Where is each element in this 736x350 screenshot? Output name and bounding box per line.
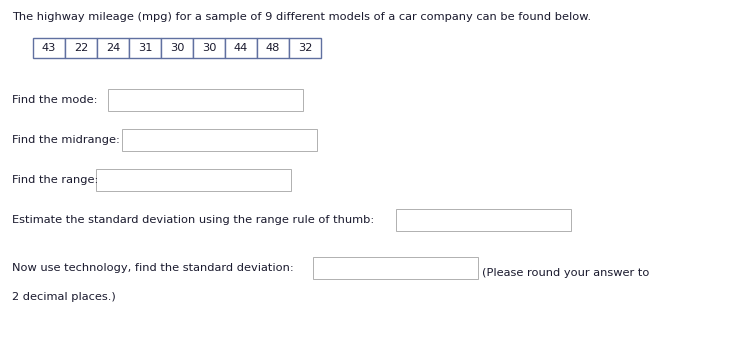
Text: 48: 48 bbox=[266, 43, 280, 53]
Text: 24: 24 bbox=[106, 43, 120, 53]
Text: 2 decimal places.): 2 decimal places.) bbox=[12, 292, 116, 302]
Bar bbox=[193, 38, 225, 58]
Bar bbox=[97, 38, 129, 58]
Bar bbox=[313, 257, 478, 279]
Text: 30: 30 bbox=[202, 43, 216, 53]
Bar bbox=[289, 38, 321, 58]
Text: Find the midrange:: Find the midrange: bbox=[12, 135, 120, 145]
Text: Find the mode:: Find the mode: bbox=[12, 95, 97, 105]
Bar bbox=[122, 129, 317, 151]
Bar bbox=[96, 169, 291, 191]
Text: (Please round your answer to: (Please round your answer to bbox=[482, 268, 649, 278]
Text: Now use technology, find the standard deviation:: Now use technology, find the standard de… bbox=[12, 263, 294, 273]
Bar bbox=[108, 89, 303, 111]
Text: 44: 44 bbox=[234, 43, 248, 53]
Bar bbox=[225, 38, 257, 58]
Text: The highway mileage (mpg) for a sample of 9 different models of a car company ca: The highway mileage (mpg) for a sample o… bbox=[12, 12, 591, 22]
Bar bbox=[396, 209, 571, 231]
Text: 22: 22 bbox=[74, 43, 88, 53]
Text: Estimate the standard deviation using the range rule of thumb:: Estimate the standard deviation using th… bbox=[12, 215, 374, 225]
Text: 31: 31 bbox=[138, 43, 152, 53]
Bar bbox=[129, 38, 161, 58]
Text: Find the range:: Find the range: bbox=[12, 175, 99, 185]
Text: 30: 30 bbox=[170, 43, 184, 53]
Bar bbox=[33, 38, 65, 58]
Bar bbox=[257, 38, 289, 58]
Text: 43: 43 bbox=[42, 43, 56, 53]
Text: 32: 32 bbox=[298, 43, 312, 53]
Bar bbox=[161, 38, 193, 58]
Bar bbox=[65, 38, 97, 58]
